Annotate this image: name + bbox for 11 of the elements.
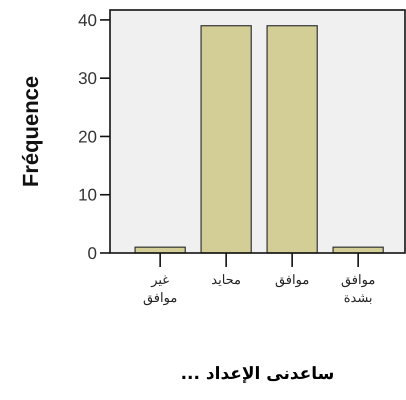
x-axis-title: ساعدنى الإعداد ... <box>180 364 336 384</box>
x-tick-label: محايد <box>210 272 242 290</box>
y-axis-title: Fréquence <box>18 76 43 188</box>
y-tick-label: 0 <box>88 244 97 263</box>
x-tick-label: غير موافق <box>142 272 178 308</box>
y-tick-label: 20 <box>78 127 97 146</box>
x-tick-label: موافق بشدة <box>340 272 376 308</box>
y-tick-label: 10 <box>78 186 97 205</box>
x-tick-label: موافق <box>274 272 310 290</box>
y-tick-label: 30 <box>78 69 97 88</box>
y-tick-label: 40 <box>78 10 97 30</box>
